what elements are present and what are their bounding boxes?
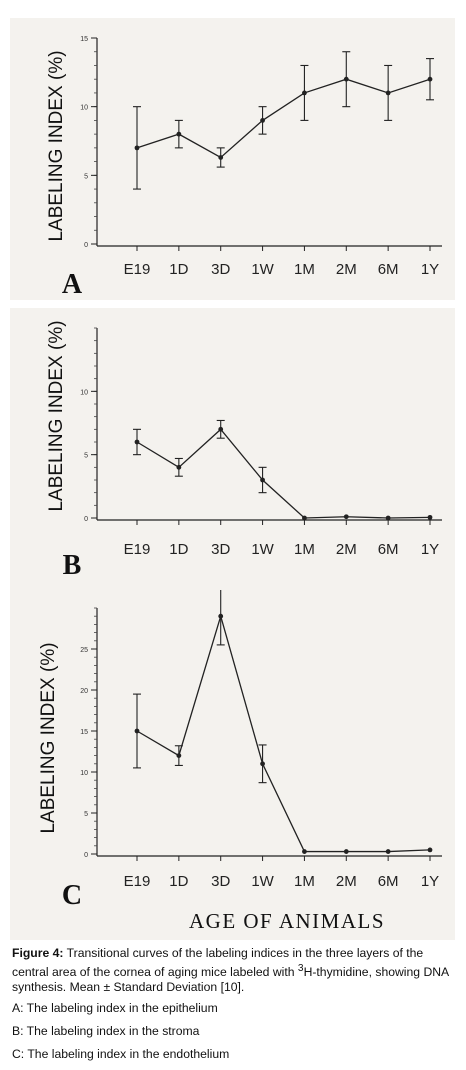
x-category-label-c: 1W <box>251 873 274 890</box>
data-point-a <box>218 155 224 160</box>
data-point-c <box>385 849 391 854</box>
data-point-c <box>260 761 265 767</box>
data-point-b <box>427 514 433 520</box>
x-category-label-c: 1Y <box>421 873 439 890</box>
data-point-c <box>176 753 182 758</box>
panel-letter-c: C <box>62 880 82 911</box>
y-axis-title-c: LABELING INDEX (%) <box>38 642 59 833</box>
x-category-label-a: 1W <box>251 261 274 278</box>
x-category-label-c: 1M <box>294 873 315 890</box>
x-category-label-b: 1Y <box>421 541 439 558</box>
data-point-c <box>343 849 349 854</box>
data-point-b <box>385 515 391 521</box>
data-point-a <box>176 131 182 137</box>
caption-paragraph: Figure 4: Transitional curves of the lab… <box>12 946 457 995</box>
y-tick-label-c: 0 <box>84 852 88 859</box>
caption-superscript: 3 <box>297 963 304 974</box>
x-category-label-c: 6M <box>378 873 399 890</box>
y-tick-label-c: 5 <box>84 811 88 818</box>
data-point-a <box>260 118 265 123</box>
y-tick-label-c: 20 <box>80 688 88 695</box>
caption-line-a: A: The labeling index in the epithelium <box>12 1001 218 1016</box>
data-point-a <box>134 145 140 151</box>
x-category-label-a: 1Y <box>421 261 439 278</box>
x-category-label-a: 2M <box>336 261 357 278</box>
caption-text-1: Transitional curves of the labeling indi… <box>12 946 424 980</box>
caption-text-2: H-thymidine, showing DNA synthesis. Mean… <box>12 965 449 995</box>
data-point-b <box>218 426 224 432</box>
x-category-label-b: E19 <box>124 541 151 558</box>
y-tick-label-c: 25 <box>80 647 88 654</box>
series-line-c <box>136 613 431 853</box>
y-axis-title-b: LABELING INDEX (%) <box>46 320 67 511</box>
caption-line-b: B: The labeling index in the stroma <box>12 1024 200 1039</box>
data-point-b <box>343 514 349 520</box>
x-category-label-b: 6M <box>378 541 399 558</box>
x-axis-title: AGE OF ANIMALS <box>189 909 385 933</box>
x-category-label-a: 1M <box>294 261 315 278</box>
panel-letter-b: B <box>63 550 82 581</box>
y-tick-label-a: 10 <box>80 105 88 112</box>
caption-line-c: C: The labeling index in the endothelium <box>12 1047 230 1062</box>
y-tick-label-a: 5 <box>84 173 88 180</box>
data-point-c <box>134 728 140 734</box>
x-category-label-a: 3D <box>211 261 230 278</box>
y-tick-label-b: 5 <box>84 453 88 460</box>
data-point-a <box>343 76 349 82</box>
x-category-label-b: 3D <box>211 541 230 558</box>
data-point-b <box>260 477 265 483</box>
y-axis-title-a: LABELING INDEX (%) <box>46 50 67 241</box>
y-tick-label-a: 0 <box>84 242 88 249</box>
y-tick-label-a: 15 <box>80 36 88 43</box>
data-point-a <box>385 90 391 96</box>
chart-c-svg: 0 5 10 15 20 25 E19 1D 3D 1W 1M 2M 6M 1Y LABELING INDE… <box>38 590 442 933</box>
y-tick-label-b: 0 <box>84 516 88 523</box>
x-category-label-b: 1W <box>251 541 274 558</box>
data-point-c <box>218 613 224 619</box>
x-category-label-b: 1M <box>294 541 315 558</box>
x-category-label-c: 1D <box>169 873 188 890</box>
panel-letter-a: A <box>62 269 83 300</box>
data-point-b <box>134 439 140 445</box>
data-point-a <box>302 90 307 96</box>
chart-panel-c: 0 5 10 15 20 25 E19 1D 3D 1W 1M 2M 6M 1Y LABELING INDE… <box>10 590 455 940</box>
chart-b-svg: 0 5 10 E19 1D 3D 1W 1M 2M 6M 1Y LABELING INDEX (%) B <box>46 320 442 581</box>
x-category-label-b: 1D <box>169 541 188 558</box>
x-category-label-c: 2M <box>336 873 357 890</box>
x-category-label-c: 3D <box>211 873 230 890</box>
data-point-b <box>302 515 307 521</box>
y-tick-label-b: 10 <box>80 389 88 396</box>
series-line-a <box>136 78 431 159</box>
x-category-label-a: 6M <box>378 261 399 278</box>
data-point-c <box>427 847 433 853</box>
data-point-c <box>302 849 307 854</box>
x-category-label-a: E19 <box>124 261 151 278</box>
chart-panel-a: 0 5 10 15 E19 1D 3D 1W 1M 2M 6M 1Y LABELING INDEX (%… <box>10 18 455 300</box>
chart-panel-b: 0 5 10 E19 1D 3D 1W 1M 2M 6M 1Y LABELING INDEX (%) B <box>10 308 455 590</box>
data-point-a <box>427 76 433 82</box>
y-tick-label-c: 10 <box>80 770 88 777</box>
figure-caption: Figure 4: Transitional curves of the lab… <box>12 946 457 1070</box>
x-category-label-c: E19 <box>124 873 151 890</box>
series-line-b <box>136 428 431 519</box>
data-point-b <box>176 464 182 470</box>
figure-label: Figure 4: <box>12 946 64 960</box>
x-category-label-b: 2M <box>336 541 357 558</box>
x-category-label-a: 1D <box>169 261 188 278</box>
chart-a-svg: 0 5 10 15 E19 1D 3D 1W 1M 2M 6M 1Y LABELING INDEX (%… <box>46 36 442 300</box>
y-tick-label-c: 15 <box>80 729 88 736</box>
